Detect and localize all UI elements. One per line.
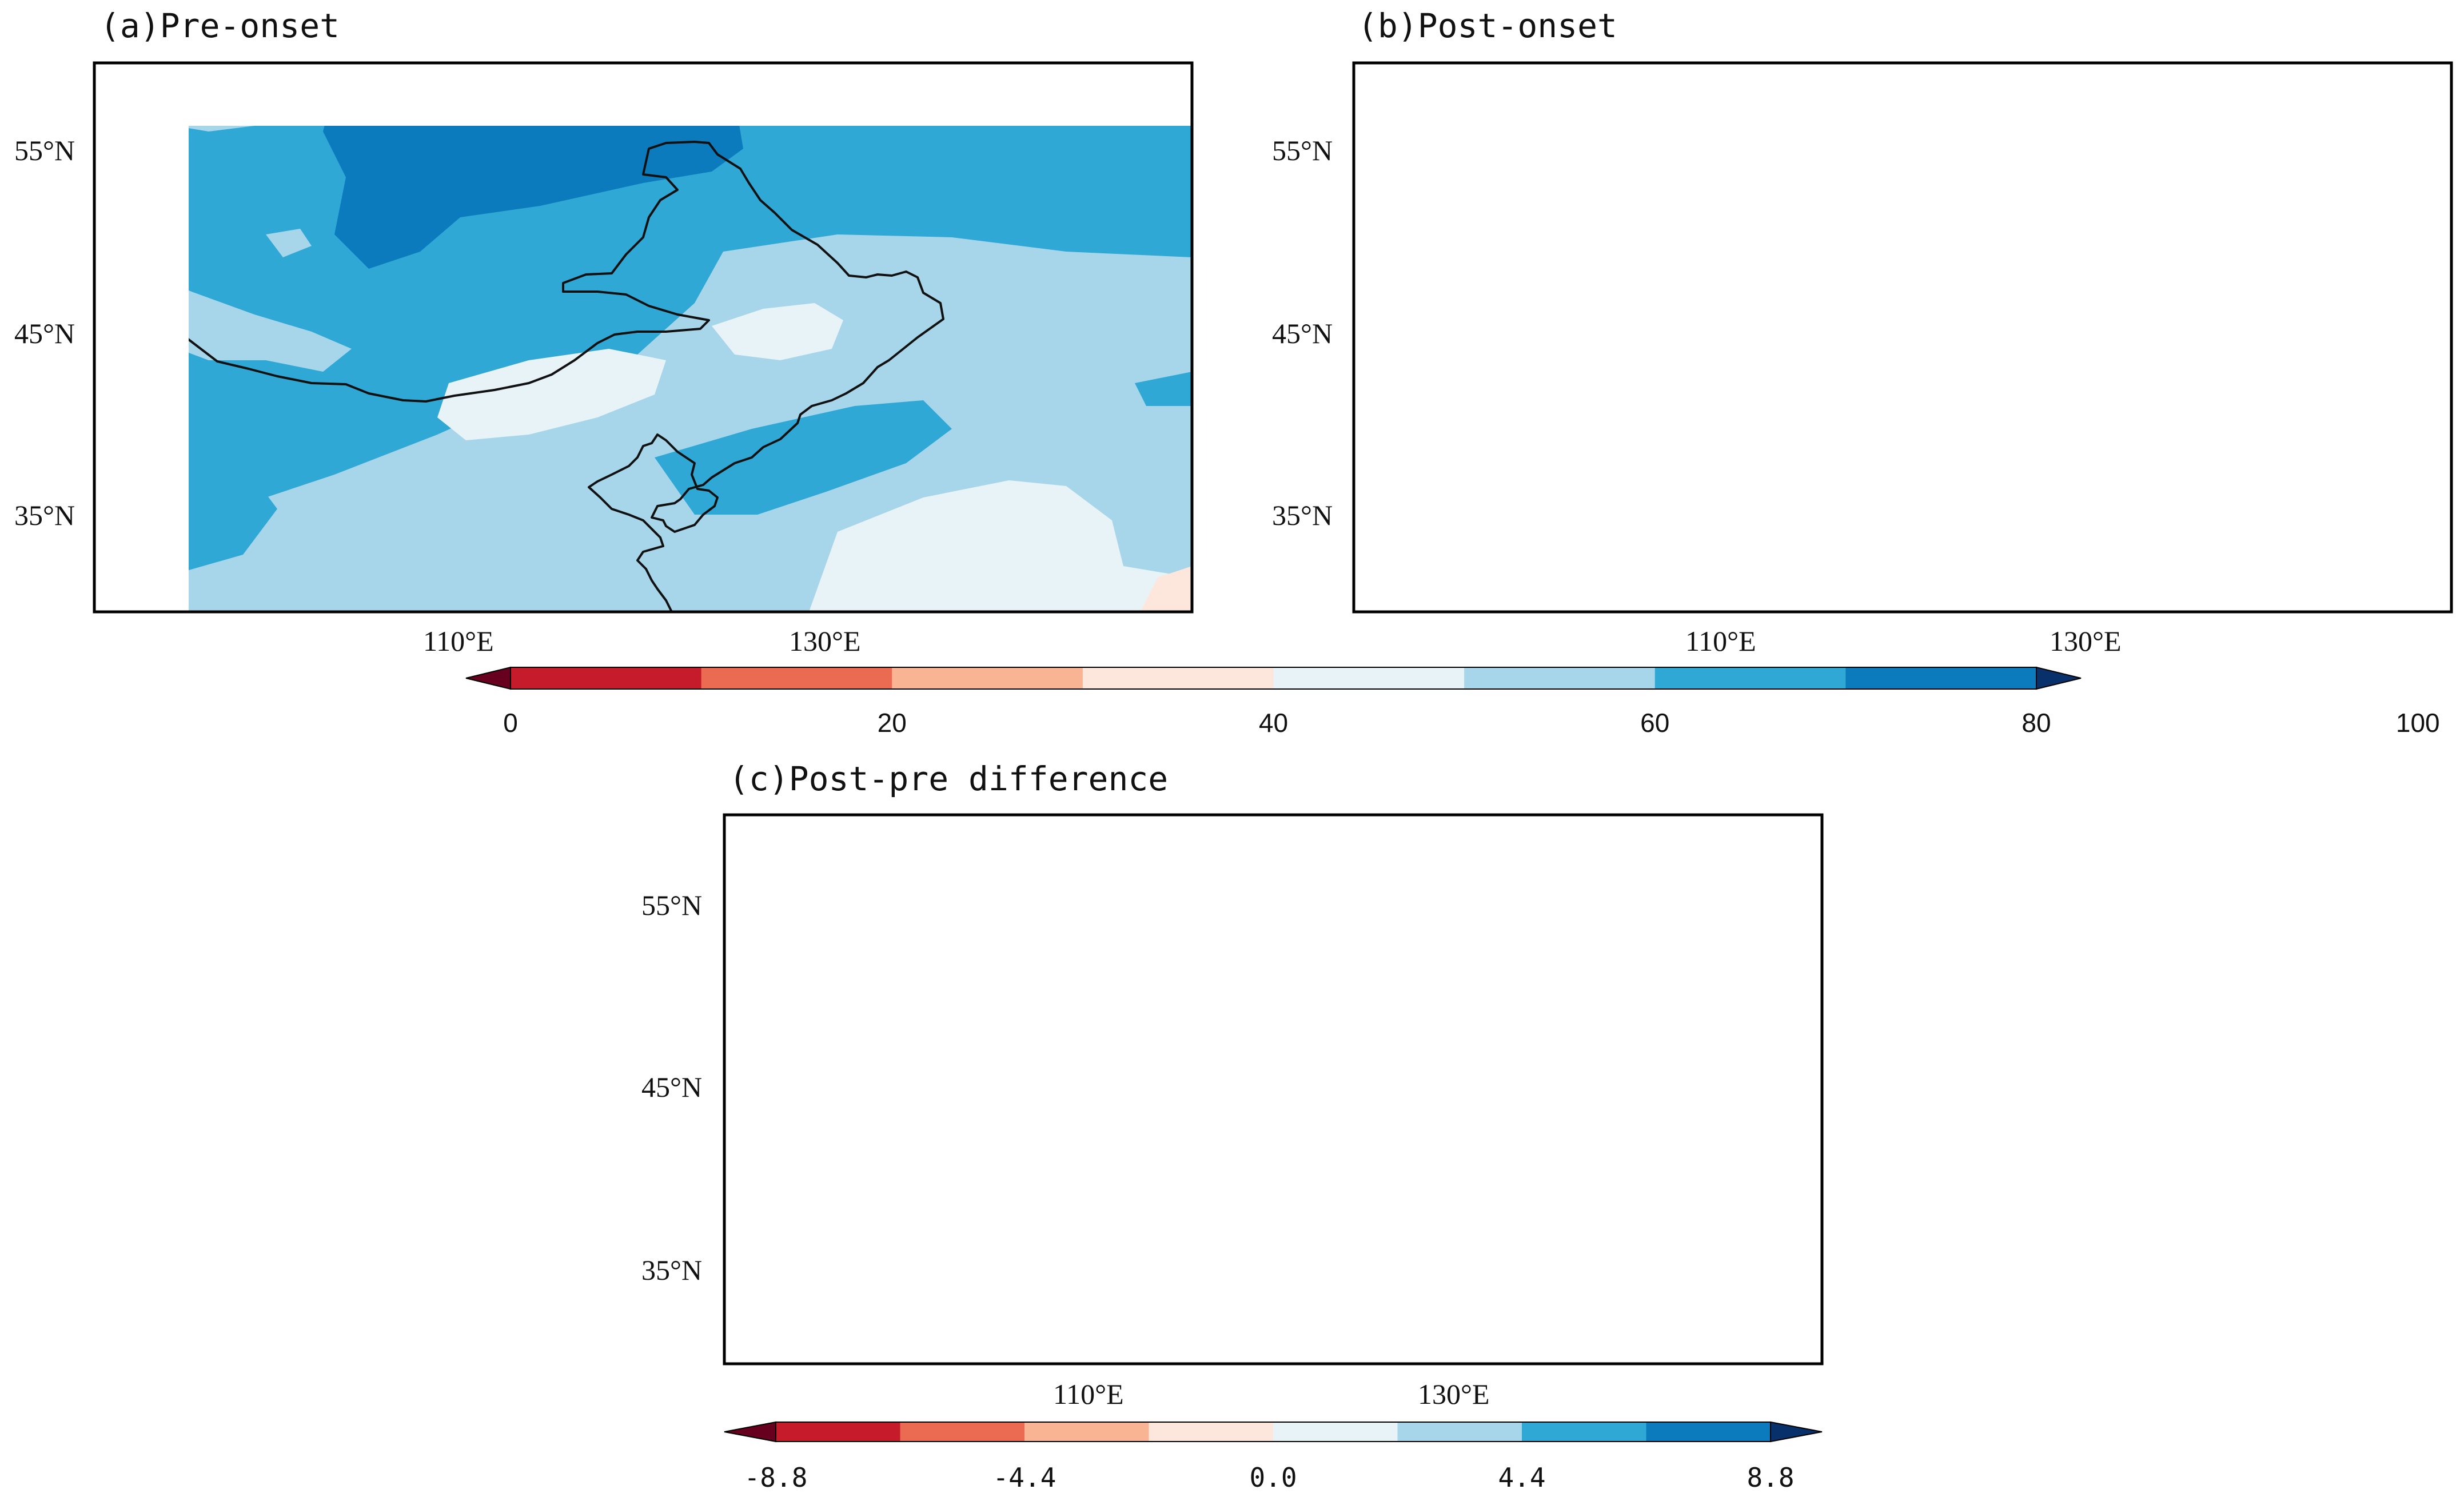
panel-b-low-region-2 bbox=[2068, 538, 2246, 612]
panel-b: (b)Post-onset 55°N 45°N 35°N 110°E 130°E bbox=[1272, 6, 2453, 657]
colorbar-under-arrow bbox=[724, 1421, 776, 1443]
panel-c-lon-110: 110°E bbox=[1053, 1378, 1124, 1410]
panel-b-lat-55: 55°N bbox=[1272, 134, 1333, 166]
panel-a-title: (a)Pre-onset bbox=[100, 6, 340, 45]
panel-b-high-region bbox=[1611, 80, 1977, 246]
colorbar-frame bbox=[775, 1422, 1771, 1442]
colorbar-tick-label: -4.4 bbox=[993, 1462, 1056, 1493]
colorbar-tick-label: 40 bbox=[1259, 708, 1288, 738]
panel-a-map bbox=[189, 126, 1192, 613]
colorbar-segment bbox=[1464, 667, 1656, 689]
panel-c-highest-region bbox=[1639, 1227, 1673, 1272]
panel-a-lon-130: 130°E bbox=[789, 625, 861, 657]
colorbar-segment bbox=[511, 667, 702, 689]
panel-b-base-fill bbox=[1354, 63, 2451, 612]
colorbar-segment bbox=[701, 667, 892, 689]
panel-b-lon-130: 130°E bbox=[2050, 625, 2122, 657]
colorbar-segment bbox=[1646, 1422, 1771, 1442]
colorbar-segment bbox=[1273, 1422, 1398, 1442]
colorbar-tick-label: 60 bbox=[1640, 708, 1669, 738]
colorbar-segment bbox=[1024, 1422, 1149, 1442]
panel-a-lat-35: 35°N bbox=[14, 499, 75, 531]
panel-b-mid-region-1 bbox=[1354, 86, 1594, 263]
panel-b-map bbox=[1354, 63, 2451, 612]
panel-b-mid-region-2 bbox=[1354, 137, 2451, 612]
panel-b-low-region-1 bbox=[1811, 372, 2097, 423]
panel-c-frame bbox=[723, 813, 1824, 1365]
panel-a-lat-45: 45°N bbox=[14, 317, 75, 349]
panel-b-frame bbox=[1352, 61, 2453, 614]
colorbar-segment bbox=[1149, 1422, 1274, 1442]
colorbar-tick-label: 100 bbox=[2396, 708, 2440, 738]
panel-a: (a)Pre-onset 55°N 45°N 35°N 1 bbox=[14, 6, 1194, 657]
colorbar-tick-label: 0.0 bbox=[1249, 1462, 1297, 1493]
colorbar-tick-label: 20 bbox=[878, 708, 907, 738]
panel-c-map bbox=[724, 815, 1822, 1364]
panel-c: (c)Post-pre difference bbox=[641, 759, 1824, 1410]
colorbar-over-arrow bbox=[2036, 666, 2082, 690]
panel-a-high-region bbox=[323, 126, 743, 269]
colorbar-segment bbox=[1273, 667, 1465, 689]
colorbar-segment bbox=[900, 1422, 1025, 1442]
panel-a-low-region-1 bbox=[437, 349, 666, 440]
panel-c-lat-35: 35°N bbox=[641, 1254, 702, 1286]
colorbar-1: 0 20 40 60 80 100 bbox=[465, 666, 2440, 738]
colorbar-segment bbox=[1845, 667, 2037, 689]
panel-b-lat-35: 35°N bbox=[1272, 499, 1333, 531]
panel-c-high-region bbox=[1570, 1192, 1713, 1329]
panel-c-country-border bbox=[724, 894, 1573, 1364]
panel-c-low-region bbox=[867, 1009, 1536, 1284]
panel-c-lowest-region bbox=[1502, 1089, 1530, 1118]
colorbar-tick-label: 0 bbox=[503, 708, 518, 738]
colorbar-over-arrow bbox=[1770, 1421, 1823, 1443]
panel-c-stippling bbox=[724, 815, 1822, 1364]
colorbar-segment bbox=[1397, 1422, 1522, 1442]
panel-a-low-region-2 bbox=[809, 480, 1192, 612]
colorbar-segment bbox=[776, 1422, 900, 1442]
colorbar-segment bbox=[1082, 667, 1274, 689]
colorbar-frame bbox=[510, 667, 2037, 690]
panel-c-base-fill bbox=[724, 815, 1822, 1364]
colorbar-segment bbox=[892, 667, 1083, 689]
colorbar-under-arrow bbox=[465, 666, 511, 690]
panel-a-frame bbox=[93, 61, 1194, 614]
panel-a-lowest-region bbox=[1141, 566, 1192, 612]
colorbar-tick-label: 8.8 bbox=[1747, 1462, 1794, 1493]
panel-b-country-border bbox=[1354, 142, 2203, 612]
colorbar-tick-label: 4.4 bbox=[1498, 1462, 1545, 1493]
panel-b-lowest-region bbox=[2406, 555, 2451, 612]
colorbar-tick-label: -8.8 bbox=[744, 1462, 808, 1493]
colorbar-segment bbox=[1522, 1422, 1646, 1442]
panel-a-lon-110: 110°E bbox=[423, 625, 494, 657]
panel-b-lat-45: 45°N bbox=[1272, 317, 1333, 349]
colorbar-tick-label: 80 bbox=[2022, 708, 2051, 738]
panel-b-lon-110: 110°E bbox=[1685, 625, 1756, 657]
panel-b-title: (b)Post-onset bbox=[1358, 6, 1617, 45]
panel-c-lon-130: 130°E bbox=[1418, 1378, 1490, 1410]
colorbar-segment bbox=[1654, 667, 1846, 689]
panel-c-lat-45: 45°N bbox=[641, 1071, 702, 1103]
panel-c-title: (c)Post-pre difference bbox=[729, 759, 1168, 798]
panel-c-lat-55: 55°N bbox=[641, 889, 702, 921]
colorbar-2: -8.8 -4.4 0.0 4.4 8.8 bbox=[724, 1421, 1823, 1493]
panel-a-lat-55: 55°N bbox=[14, 134, 75, 166]
